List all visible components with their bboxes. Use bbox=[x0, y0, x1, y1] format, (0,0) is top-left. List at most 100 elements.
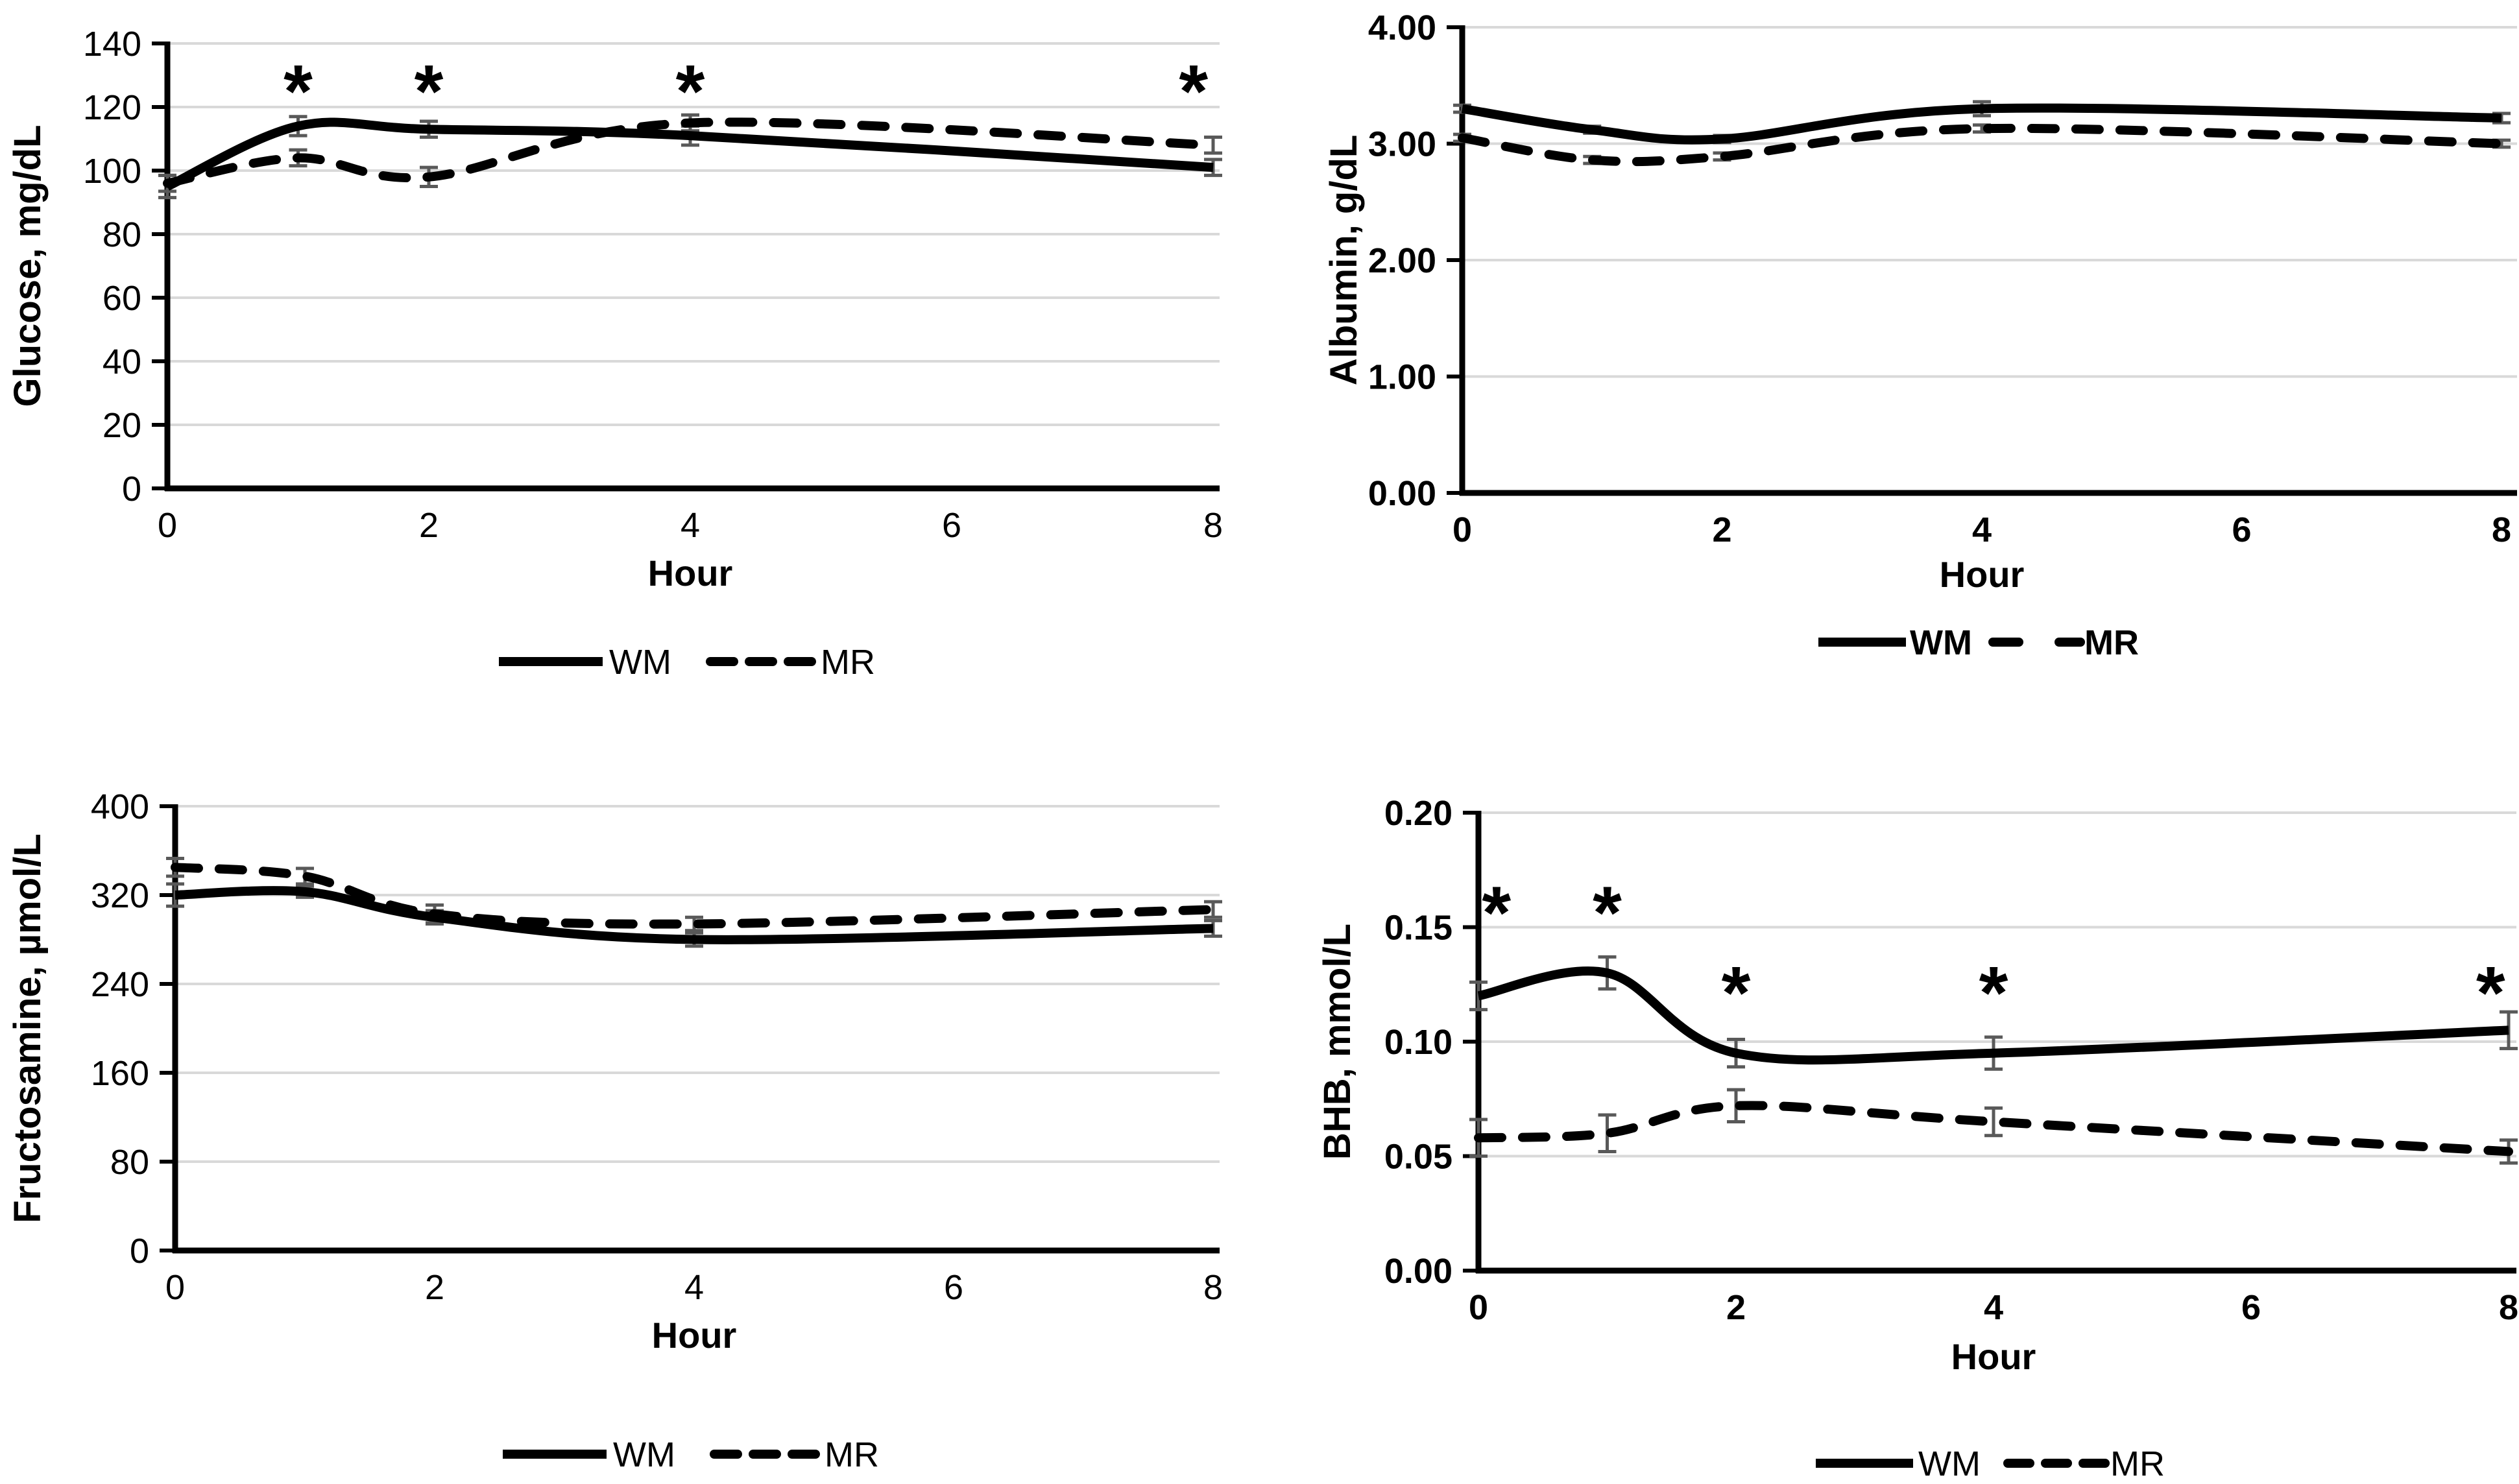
significance-markers: * * * * bbox=[283, 51, 1208, 134]
gridlines bbox=[175, 805, 1220, 1163]
fructosamine-panel: 0 80 160 240 320 400 0 2 4 6 8 Fructosamine, µmol/L… bbox=[0, 742, 1259, 1484]
significance-asterisk: * bbox=[1979, 951, 2008, 1035]
error-bars-mr bbox=[166, 856, 1222, 933]
series-line-wm bbox=[175, 886, 1214, 944]
legend: WM MR bbox=[1818, 623, 2139, 662]
legend-label-mr: MR bbox=[821, 643, 875, 682]
x-tick-label: 6 bbox=[944, 1268, 963, 1307]
significance-asterisk: * bbox=[1179, 51, 1208, 134]
x-tick-label: 8 bbox=[1203, 506, 1223, 545]
y-tick-label: 140 bbox=[83, 25, 141, 64]
gridlines bbox=[1462, 26, 2517, 378]
y-tick-label: 60 bbox=[102, 279, 141, 318]
series-line-wm bbox=[165, 117, 1214, 191]
x-tick-labels: 0 2 4 6 8 bbox=[165, 1268, 1223, 1307]
significance-asterisk: * bbox=[1482, 872, 1511, 955]
gridlines bbox=[167, 42, 1220, 426]
x-tick-label: 0 bbox=[158, 506, 177, 545]
y-tick-label: 4.00 bbox=[1368, 8, 1436, 47]
error-bars-mr bbox=[158, 113, 1222, 193]
y-tick-labels: 0.00 0.05 0.10 0.15 0.20 bbox=[1384, 794, 1452, 1291]
fructosamine-chart: 0 80 160 240 320 400 0 2 4 6 8 Fructosamine, µmol/L… bbox=[6, 787, 1223, 1474]
x-tick-labels: 0 2 4 6 8 bbox=[1452, 510, 2511, 549]
y-tick-label: 400 bbox=[91, 787, 149, 826]
y-tick-label: 0 bbox=[130, 1232, 149, 1271]
significance-asterisk: * bbox=[1593, 872, 1622, 955]
y-axis-title: Albumin, g/dL bbox=[1323, 135, 1365, 386]
legend-label-wm: WM bbox=[1918, 1444, 1981, 1483]
y-tick-label: 240 bbox=[91, 965, 149, 1004]
x-tick-label: 2 bbox=[1712, 510, 1731, 549]
legend: WM MR bbox=[499, 643, 875, 682]
y-tick-label: 0.05 bbox=[1384, 1138, 1452, 1177]
significance-asterisk: * bbox=[283, 51, 313, 134]
y-tick-label: 80 bbox=[102, 215, 141, 254]
x-tick-label: 4 bbox=[684, 1268, 704, 1307]
x-tick-label: 4 bbox=[1984, 1288, 2003, 1327]
legend-label-mr: MR bbox=[2084, 623, 2139, 662]
x-tick-label: 2 bbox=[1726, 1288, 1746, 1327]
x-axis-title: Hour bbox=[652, 1315, 737, 1356]
x-tick-label: 4 bbox=[1972, 510, 1992, 549]
y-tick-label: 40 bbox=[102, 342, 141, 381]
albumin-panel: 0.00 1.00 2.00 3.00 4.00 0 2 4 6 8 Albumin, g/dL Ho… bbox=[1259, 0, 2519, 742]
legend-label-wm: WM bbox=[1910, 623, 1972, 662]
series-line-mr bbox=[163, 117, 1218, 188]
y-axis-title: Glucose, mg/dL bbox=[6, 125, 49, 407]
y-tick-labels: 0 20 40 60 80 100 120 140 bbox=[83, 25, 141, 509]
series-line-wm bbox=[1461, 103, 2502, 145]
legend: WM MR bbox=[1816, 1444, 2165, 1483]
significance-asterisk: * bbox=[1722, 951, 1751, 1035]
x-tick-label: 4 bbox=[681, 506, 700, 545]
x-tick-label: 8 bbox=[2492, 510, 2511, 549]
series-line-mr bbox=[1474, 1101, 2513, 1156]
glucose-chart: * * * * 0 20 40 60 80 100 120 140 0 2 4 6 8 Glucose, mg/d… bbox=[6, 25, 1223, 682]
y-tick-label: 3.00 bbox=[1368, 125, 1436, 164]
series-line-mr bbox=[1458, 123, 2506, 167]
x-tick-label: 6 bbox=[942, 506, 961, 545]
albumin-chart: 0.00 1.00 2.00 3.00 4.00 0 2 4 6 8 Albumin, g/dL Ho… bbox=[1323, 8, 2517, 662]
y-tick-label: 0.20 bbox=[1384, 794, 1452, 833]
x-tick-label: 0 bbox=[1452, 510, 1472, 549]
legend-label-wm: WM bbox=[613, 1435, 675, 1474]
bhb-panel: * * * * * 0.00 0.05 0.10 0.15 0.20 0 2 4 6 8 BHB, mmol/… bbox=[1259, 742, 2519, 1484]
y-axis-title: BHB, mmol/L bbox=[1316, 924, 1358, 1160]
legend: WM MR bbox=[503, 1435, 879, 1474]
x-tick-label: 6 bbox=[2232, 510, 2251, 549]
x-tick-labels: 0 2 4 6 8 bbox=[158, 506, 1223, 545]
y-tick-label: 120 bbox=[83, 88, 141, 127]
y-tick-label: 0.10 bbox=[1384, 1023, 1452, 1062]
x-tick-label: 0 bbox=[1469, 1288, 1488, 1327]
y-tick-label: 20 bbox=[102, 406, 141, 445]
y-tick-labels: 0.00 1.00 2.00 3.00 4.00 bbox=[1368, 8, 1436, 513]
legend-label-wm: WM bbox=[609, 643, 671, 682]
legend-label-mr: MR bbox=[2110, 1444, 2165, 1483]
series-line-mr bbox=[171, 863, 1218, 929]
y-tick-label: 0.15 bbox=[1384, 909, 1452, 948]
x-axis-title: Hour bbox=[1940, 554, 2025, 595]
x-axis-title: Hour bbox=[648, 553, 733, 593]
significance-markers: * * * * * bbox=[1482, 872, 2505, 1035]
legend-label-mr: MR bbox=[825, 1435, 879, 1474]
x-tick-label: 8 bbox=[1203, 1268, 1223, 1307]
series-line-wm bbox=[1477, 966, 2509, 1065]
x-axis-title: Hour bbox=[1951, 1336, 2036, 1377]
significance-asterisk: * bbox=[676, 51, 705, 134]
y-tick-label: 0.00 bbox=[1384, 1252, 1452, 1291]
y-tick-labels: 0 80 160 240 320 400 bbox=[91, 787, 149, 1271]
y-tick-label: 0.00 bbox=[1368, 474, 1436, 513]
bhb-chart: * * * * * 0.00 0.05 0.10 0.15 0.20 0 2 4 6 8 BHB, mmol/… bbox=[1316, 794, 2518, 1483]
x-tick-label: 2 bbox=[425, 1268, 444, 1307]
y-tick-label: 1.00 bbox=[1368, 358, 1436, 397]
y-tick-label: 100 bbox=[83, 152, 141, 191]
x-tick-label: 0 bbox=[165, 1268, 185, 1307]
glucose-panel: * * * * 0 20 40 60 80 100 120 140 0 2 4 6 8 Glucose, mg/d… bbox=[0, 0, 1259, 742]
x-tick-label: 6 bbox=[2241, 1288, 2261, 1327]
significance-asterisk: * bbox=[415, 51, 444, 134]
y-axis-title: Fructosamine, µmol/L bbox=[6, 833, 49, 1223]
x-tick-labels: 0 2 4 6 8 bbox=[1469, 1288, 2518, 1327]
x-tick-label: 8 bbox=[2499, 1288, 2518, 1327]
y-tick-label: 160 bbox=[91, 1054, 149, 1093]
y-tick-label: 80 bbox=[110, 1143, 149, 1182]
